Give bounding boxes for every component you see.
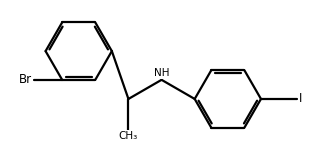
Text: I: I [299,92,302,105]
Text: CH₃: CH₃ [119,131,138,142]
Text: Br: Br [19,73,32,86]
Text: NH: NH [154,67,169,78]
